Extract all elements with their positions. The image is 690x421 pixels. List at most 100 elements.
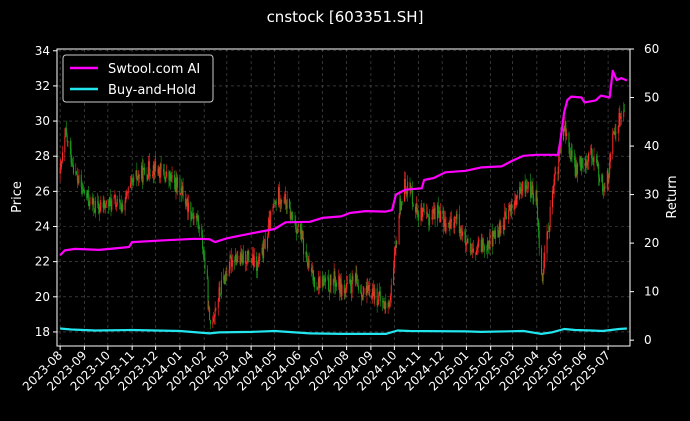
- price-candle: [278, 187, 280, 204]
- price-candle: [322, 279, 324, 287]
- price-candle: [132, 180, 134, 183]
- price-candle: [280, 200, 282, 205]
- price-candle: [297, 224, 299, 229]
- price-candle: [256, 256, 258, 272]
- price-candle: [92, 198, 94, 204]
- price-candle: [250, 261, 252, 263]
- price-candle: [333, 271, 335, 279]
- price-candle: [425, 211, 427, 213]
- price-candle: [213, 317, 215, 323]
- price-candle: [234, 254, 236, 262]
- y-tick-label: 32: [35, 79, 50, 93]
- price-candle: [367, 285, 369, 291]
- price-candle: [170, 178, 172, 182]
- price-candle: [69, 141, 71, 149]
- y-axis-label-left: Price: [10, 181, 25, 213]
- price-candle: [166, 171, 168, 177]
- price-candle: [327, 277, 329, 279]
- price-candle: [124, 200, 126, 211]
- price-candle: [499, 223, 501, 234]
- price-candle: [613, 131, 615, 136]
- price-candle: [344, 289, 346, 294]
- price-candle: [169, 173, 171, 180]
- price-candle: [398, 215, 400, 245]
- price-candle: [180, 187, 182, 194]
- price-candle: [88, 201, 90, 206]
- price-candle: [428, 216, 430, 226]
- price-candle: [418, 214, 420, 221]
- price-candle: [241, 253, 243, 256]
- price-candle: [488, 247, 490, 249]
- price-candle: [159, 163, 161, 179]
- price-candle: [109, 197, 111, 201]
- price-candle: [119, 199, 121, 203]
- price-candle: [440, 210, 442, 223]
- price-candle: [433, 208, 435, 214]
- price-candle: [526, 186, 528, 189]
- price-candle: [142, 167, 144, 183]
- price-candle: [217, 299, 219, 309]
- price-candle: [527, 181, 529, 189]
- price-candle: [385, 302, 387, 309]
- price-candle: [240, 253, 242, 265]
- price-candle: [541, 247, 543, 274]
- price-candle: [409, 181, 411, 190]
- price-candle: [268, 219, 270, 226]
- price-candle: [98, 209, 100, 213]
- price-candle: [149, 174, 151, 177]
- legend-label-buy-and-hold: Buy-and-Hold: [108, 83, 196, 98]
- price-candle: [295, 223, 297, 230]
- price-candle: [192, 215, 194, 219]
- price-candle: [170, 173, 172, 182]
- price-candle: [569, 147, 571, 157]
- price-candle: [335, 282, 337, 287]
- price-candle: [351, 276, 353, 293]
- price-candle: [80, 174, 82, 188]
- price-candle: [541, 273, 543, 281]
- price-candle: [562, 128, 564, 141]
- price-candle: [339, 278, 341, 293]
- price-candle: [426, 211, 428, 216]
- price-candle: [453, 222, 455, 228]
- price-candle: [617, 126, 619, 134]
- price-candle: [366, 285, 368, 296]
- price-candle: [131, 177, 133, 181]
- price-candle: [332, 278, 334, 286]
- price-candle: [138, 174, 140, 179]
- price-candle: [417, 212, 419, 215]
- price-candle: [537, 206, 539, 221]
- price-candle: [335, 282, 337, 287]
- price-candle: [613, 131, 615, 133]
- price-candle: [76, 174, 78, 181]
- price-candle: [368, 284, 370, 297]
- price-candle: [515, 195, 517, 206]
- price-candle: [362, 293, 364, 300]
- price-candle: [532, 185, 534, 199]
- price-candle: [133, 176, 135, 183]
- price-candle: [312, 270, 314, 281]
- price-candle: [274, 202, 276, 204]
- price-candle: [579, 157, 581, 164]
- price-candle: [83, 189, 85, 192]
- price-candle: [196, 215, 198, 219]
- price-candle: [78, 174, 80, 183]
- price-candle: [520, 191, 522, 194]
- legend-box: [62, 54, 214, 103]
- price-candle: [494, 230, 496, 239]
- price-candle: [218, 287, 220, 300]
- price-candle: [122, 204, 124, 211]
- price-candle: [60, 163, 62, 167]
- price-candle: [252, 254, 254, 263]
- price-candle: [487, 240, 489, 251]
- price-candle: [108, 200, 110, 207]
- price-candle: [160, 163, 162, 170]
- price-candle: [356, 273, 358, 284]
- price-candle: [329, 274, 331, 292]
- price-candle: [262, 247, 264, 259]
- price-candle: [283, 201, 285, 203]
- price-candle: [248, 251, 250, 262]
- price-candle: [143, 167, 145, 169]
- price-candle: [406, 193, 408, 195]
- price-candle: [86, 193, 88, 198]
